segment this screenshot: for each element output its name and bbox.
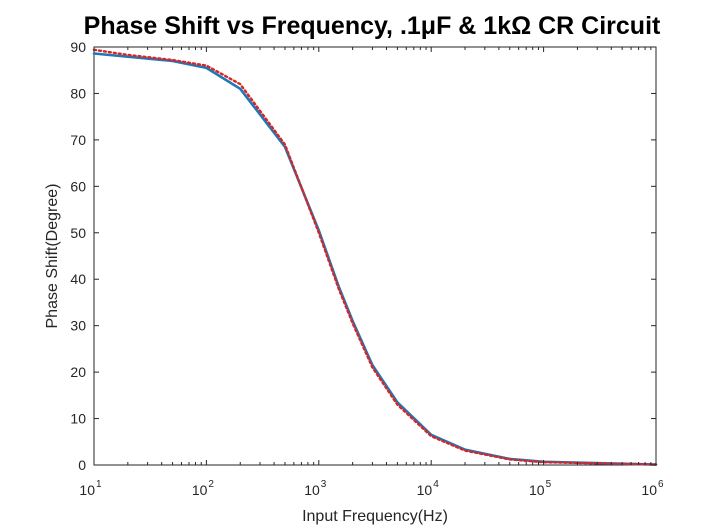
- x-tick-label: 10 2: [192, 479, 215, 498]
- x-tick-label: 10 5: [529, 479, 552, 498]
- y-tick-label: 90: [70, 39, 86, 55]
- x-tick-exponent: 2: [208, 479, 214, 490]
- y-tick-label: 40: [70, 271, 86, 287]
- x-tick-base: 10: [529, 482, 545, 498]
- y-tick-label: 50: [70, 225, 86, 241]
- series-layer: [92, 48, 658, 466]
- x-axis-ticks: 10 1 10 2 10 3 10 4 10 5 10 6: [79, 47, 664, 498]
- plot-frame: [93, 46, 657, 466]
- x-tick-exponent: 3: [321, 479, 327, 490]
- x-tick-label: 10 1: [79, 479, 102, 498]
- series-line-dotted: [92, 48, 658, 466]
- y-tick-label: 80: [70, 85, 86, 101]
- x-tick-exponent: 5: [546, 479, 552, 490]
- x-tick-base: 10: [304, 482, 320, 498]
- x-tick-exponent: 6: [658, 479, 664, 490]
- x-tick-base: 10: [641, 482, 657, 498]
- y-tick-label: 30: [70, 318, 86, 334]
- x-tick-label: 10 3: [304, 479, 327, 498]
- y-tick-label: 0: [78, 457, 86, 473]
- y-tick-label: 10: [70, 411, 86, 427]
- x-axis-label: Input Frequency(Hz): [302, 508, 448, 525]
- y-tick-label: 20: [70, 364, 86, 380]
- chart-title: Phase Shift vs Frequency, .1μF & 1kΩ CR …: [84, 12, 661, 40]
- y-tick-label: 60: [70, 178, 86, 194]
- x-tick-label: 10 4: [417, 479, 440, 498]
- x-tick-base: 10: [79, 482, 95, 498]
- x-tick-base: 10: [417, 482, 433, 498]
- plot-area: [93, 46, 657, 466]
- x-tick-base: 10: [192, 482, 208, 498]
- y-axis-ticks: 0 10 20 30 40 50 60 70 80 90: [70, 39, 656, 473]
- y-tick-label: 70: [70, 132, 86, 148]
- x-tick-exponent: 1: [96, 479, 102, 490]
- y-axis-label: Phase Shift(Degree): [44, 184, 61, 329]
- x-tick-exponent: 4: [433, 479, 439, 490]
- x-tick-label: 10 6: [641, 479, 664, 498]
